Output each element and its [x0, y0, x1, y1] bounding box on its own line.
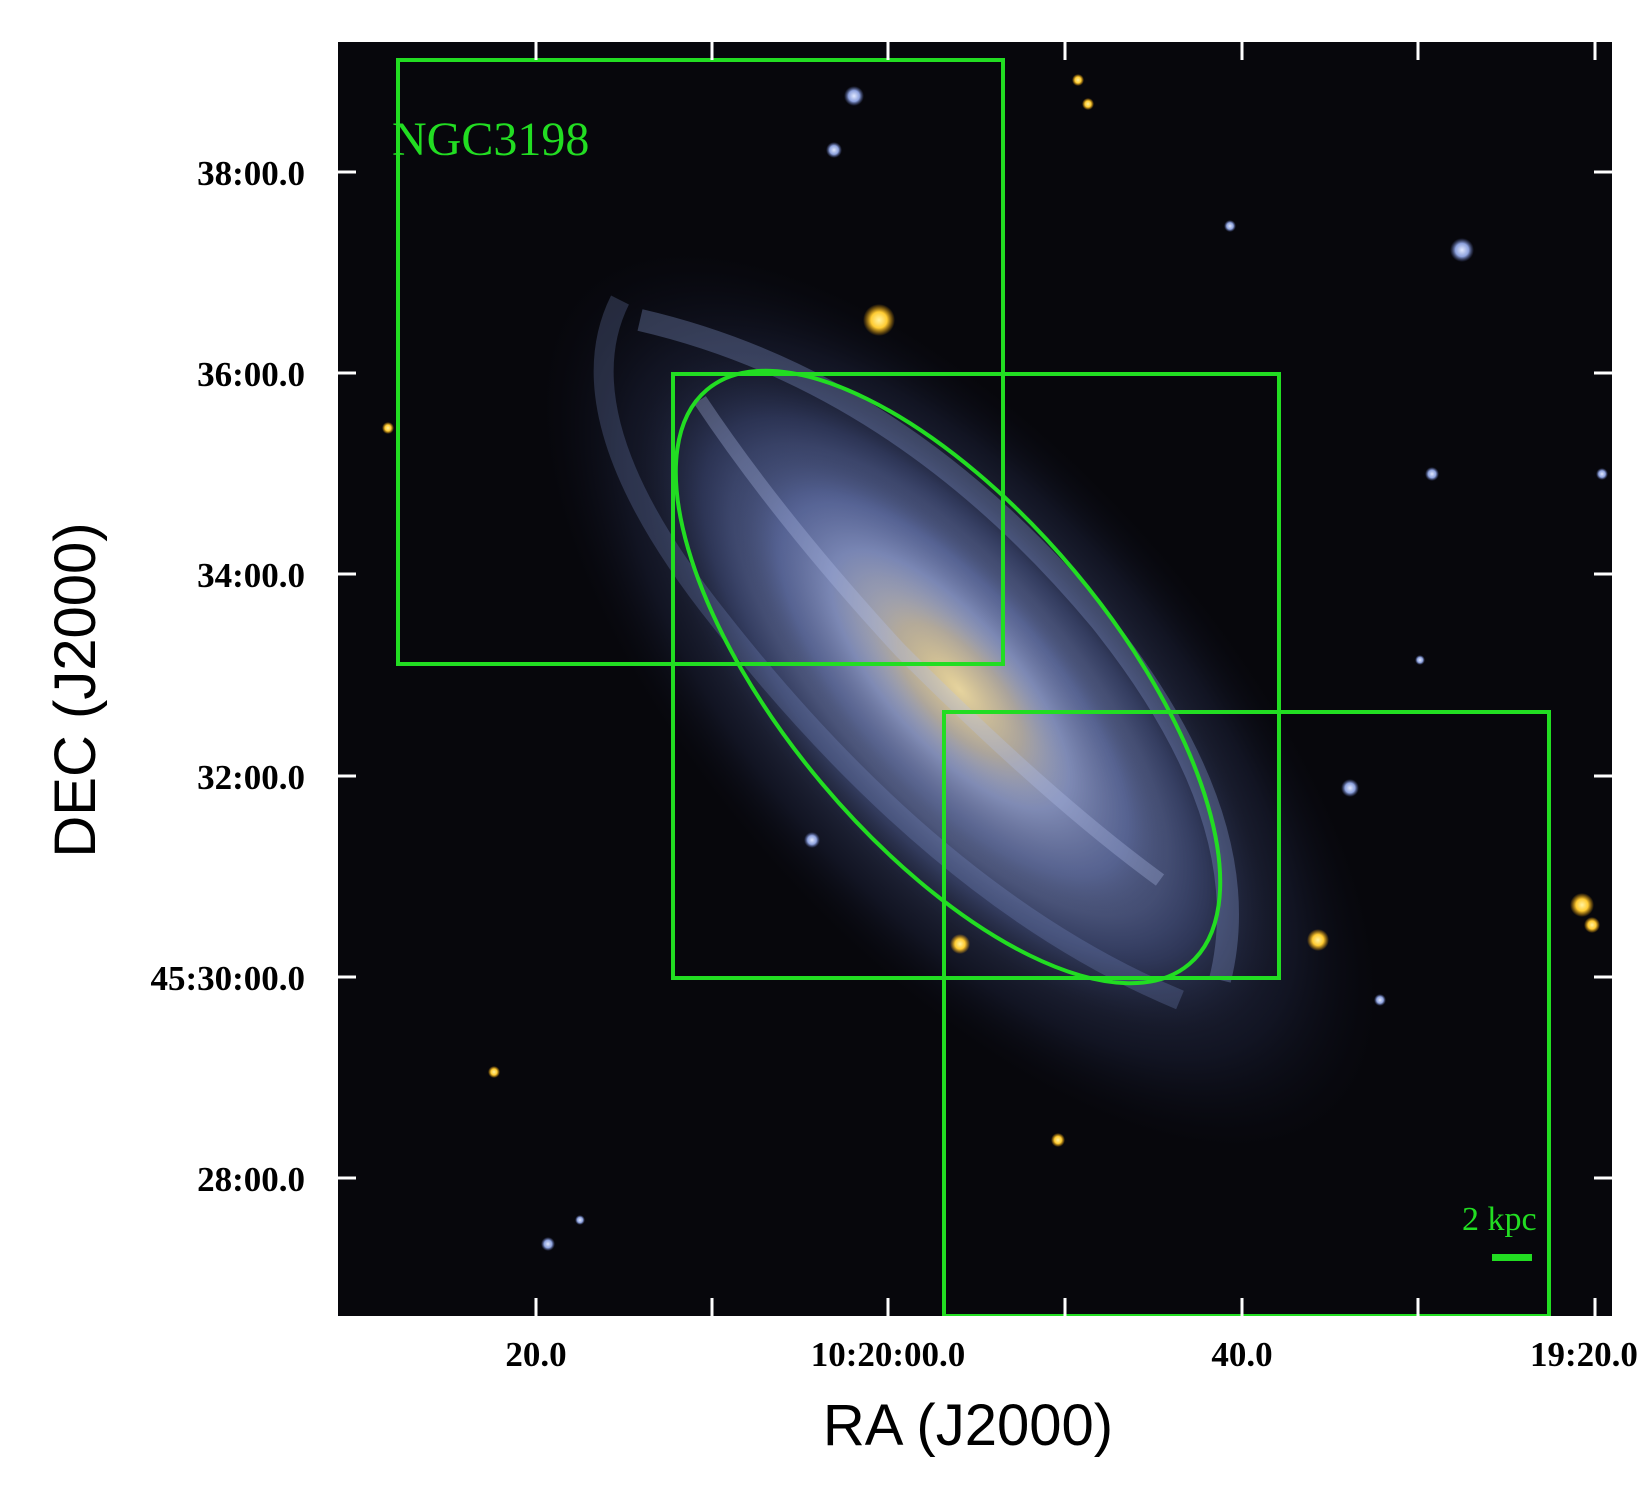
- y-tick-label: 34:00.0: [197, 556, 305, 595]
- star: [1341, 779, 1359, 797]
- x-axis-title: RA (J2000): [823, 1393, 1113, 1458]
- x-tick-label: 19:20.0: [1530, 1335, 1638, 1374]
- field-box-1: [396, 58, 1005, 666]
- star: [382, 422, 394, 434]
- stars: [382, 74, 1608, 1251]
- star: [575, 1215, 585, 1225]
- star: [1570, 893, 1594, 917]
- star: [950, 934, 970, 954]
- galaxy-ellipse: [673, 368, 1223, 986]
- star: [1415, 655, 1425, 665]
- star: [541, 1237, 555, 1251]
- x-tick-label: 20.0: [505, 1335, 566, 1374]
- frame-ticks: [338, 42, 1612, 1316]
- field-box-3: [942, 710, 1551, 1316]
- star: [804, 832, 820, 848]
- star: [1224, 220, 1236, 232]
- star: [826, 142, 842, 158]
- star: [863, 304, 895, 336]
- y-tick-label: 28:00.0: [197, 1160, 305, 1199]
- scale-bar: [1492, 1254, 1532, 1261]
- field-box-2: [671, 372, 1281, 980]
- star: [1374, 994, 1386, 1006]
- x-tick-label: 10:20:00.0: [811, 1335, 966, 1374]
- y-axis-title: DEC (J2000): [43, 522, 108, 857]
- star: [1450, 238, 1474, 262]
- y-tick-label: 38:00.0: [197, 154, 305, 193]
- overlay-regions: [396, 58, 1551, 1316]
- star: [1051, 1133, 1065, 1147]
- x-tick-labels: 20.0 10:20:00.0 40.0 19:20.0: [505, 1335, 1638, 1374]
- y-tick-label: 32:00.0: [197, 758, 305, 797]
- star: [1307, 929, 1329, 951]
- star: [1425, 467, 1439, 481]
- sky-image: NGC3198 2 kpc: [338, 42, 1612, 1316]
- star: [1584, 917, 1600, 933]
- star: [1596, 468, 1608, 480]
- galaxy: [541, 251, 1379, 1149]
- star: [1082, 98, 1094, 110]
- y-tick-label: 45:30:00.0: [150, 959, 305, 998]
- y-tick-labels: 38:00.0 36:00.0 34:00.0 32:00.0 45:30:00…: [150, 154, 305, 1199]
- star: [1072, 74, 1084, 86]
- scale-bar-label: 2 kpc: [1462, 1201, 1537, 1238]
- object-label: NGC3198: [392, 113, 589, 166]
- y-tick-label: 36:00.0: [197, 355, 305, 394]
- x-tick-label: 40.0: [1211, 1335, 1272, 1374]
- star: [488, 1066, 500, 1078]
- star: [844, 86, 864, 106]
